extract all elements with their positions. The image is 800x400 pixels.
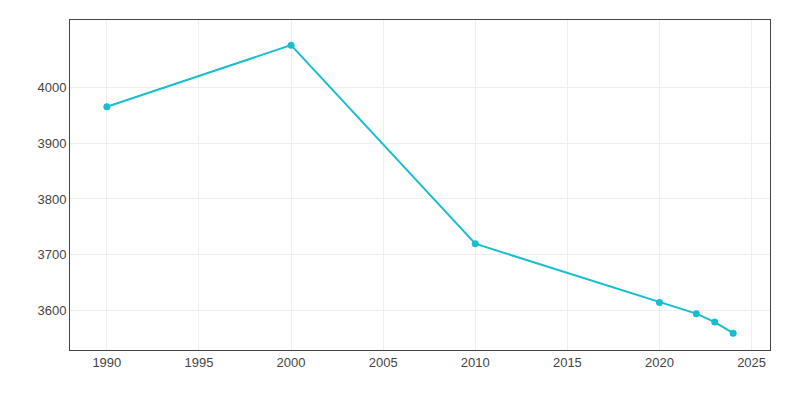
svg-text:3600: 3600	[37, 303, 66, 318]
svg-text:1995: 1995	[184, 355, 213, 370]
svg-text:2000: 2000	[277, 355, 306, 370]
svg-text:1990: 1990	[92, 355, 121, 370]
svg-text:2020: 2020	[645, 355, 674, 370]
svg-text:3700: 3700	[37, 247, 66, 262]
svg-text:2005: 2005	[369, 355, 398, 370]
svg-text:2015: 2015	[553, 355, 582, 370]
svg-text:2010: 2010	[461, 355, 490, 370]
svg-text:3900: 3900	[37, 136, 66, 151]
svg-text:4000: 4000	[37, 80, 66, 95]
svg-text:3800: 3800	[37, 192, 66, 207]
svg-text:2025: 2025	[737, 355, 766, 370]
